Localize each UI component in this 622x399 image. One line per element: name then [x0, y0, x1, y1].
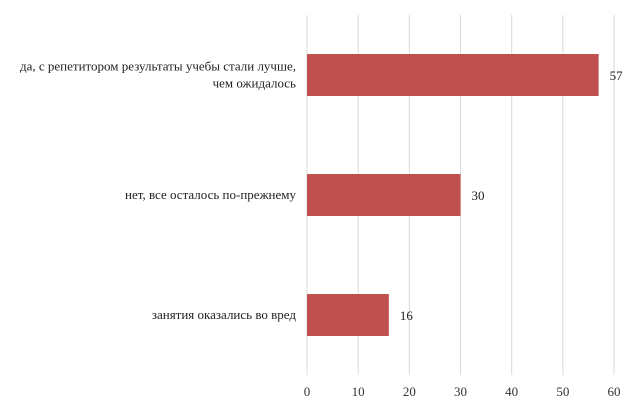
category-label-0-line-0: да, с репетитором результаты учебы стали… [20, 59, 296, 74]
x-tick-label-50: 50 [556, 384, 569, 399]
data-label-0: 57 [610, 68, 622, 83]
data-label-1: 30 [472, 188, 485, 203]
x-tick-label-60: 60 [608, 384, 621, 399]
data-labels: 57 30 16 [400, 68, 622, 323]
bar-0 [307, 54, 599, 96]
category-label-0: да, с репетитором результаты учебы стали… [20, 59, 296, 91]
bar-2 [307, 294, 389, 336]
x-tick-label-0: 0 [304, 384, 311, 399]
bar-1 [307, 174, 461, 216]
category-labels: да, с репетитором результаты учебы стали… [20, 59, 297, 323]
bars [307, 54, 599, 336]
category-label-2: занятия оказались во вред [152, 307, 297, 322]
x-tick-label-10: 10 [352, 384, 365, 399]
data-label-2: 16 [400, 308, 414, 323]
x-tick-label-30: 30 [454, 384, 467, 399]
category-label-0-line-1: чем ожидалось [213, 76, 296, 91]
x-tick-label-40: 40 [505, 384, 518, 399]
category-label-1: нет, все осталось по-прежнему [125, 187, 296, 202]
category-label-2-line-0: занятия оказались во вред [152, 307, 297, 322]
category-label-1-line-0: нет, все осталось по-прежнему [125, 187, 296, 202]
x-tick-label-20: 20 [403, 384, 416, 399]
x-axis-tick-labels: 0 10 20 30 40 50 60 [304, 384, 621, 399]
